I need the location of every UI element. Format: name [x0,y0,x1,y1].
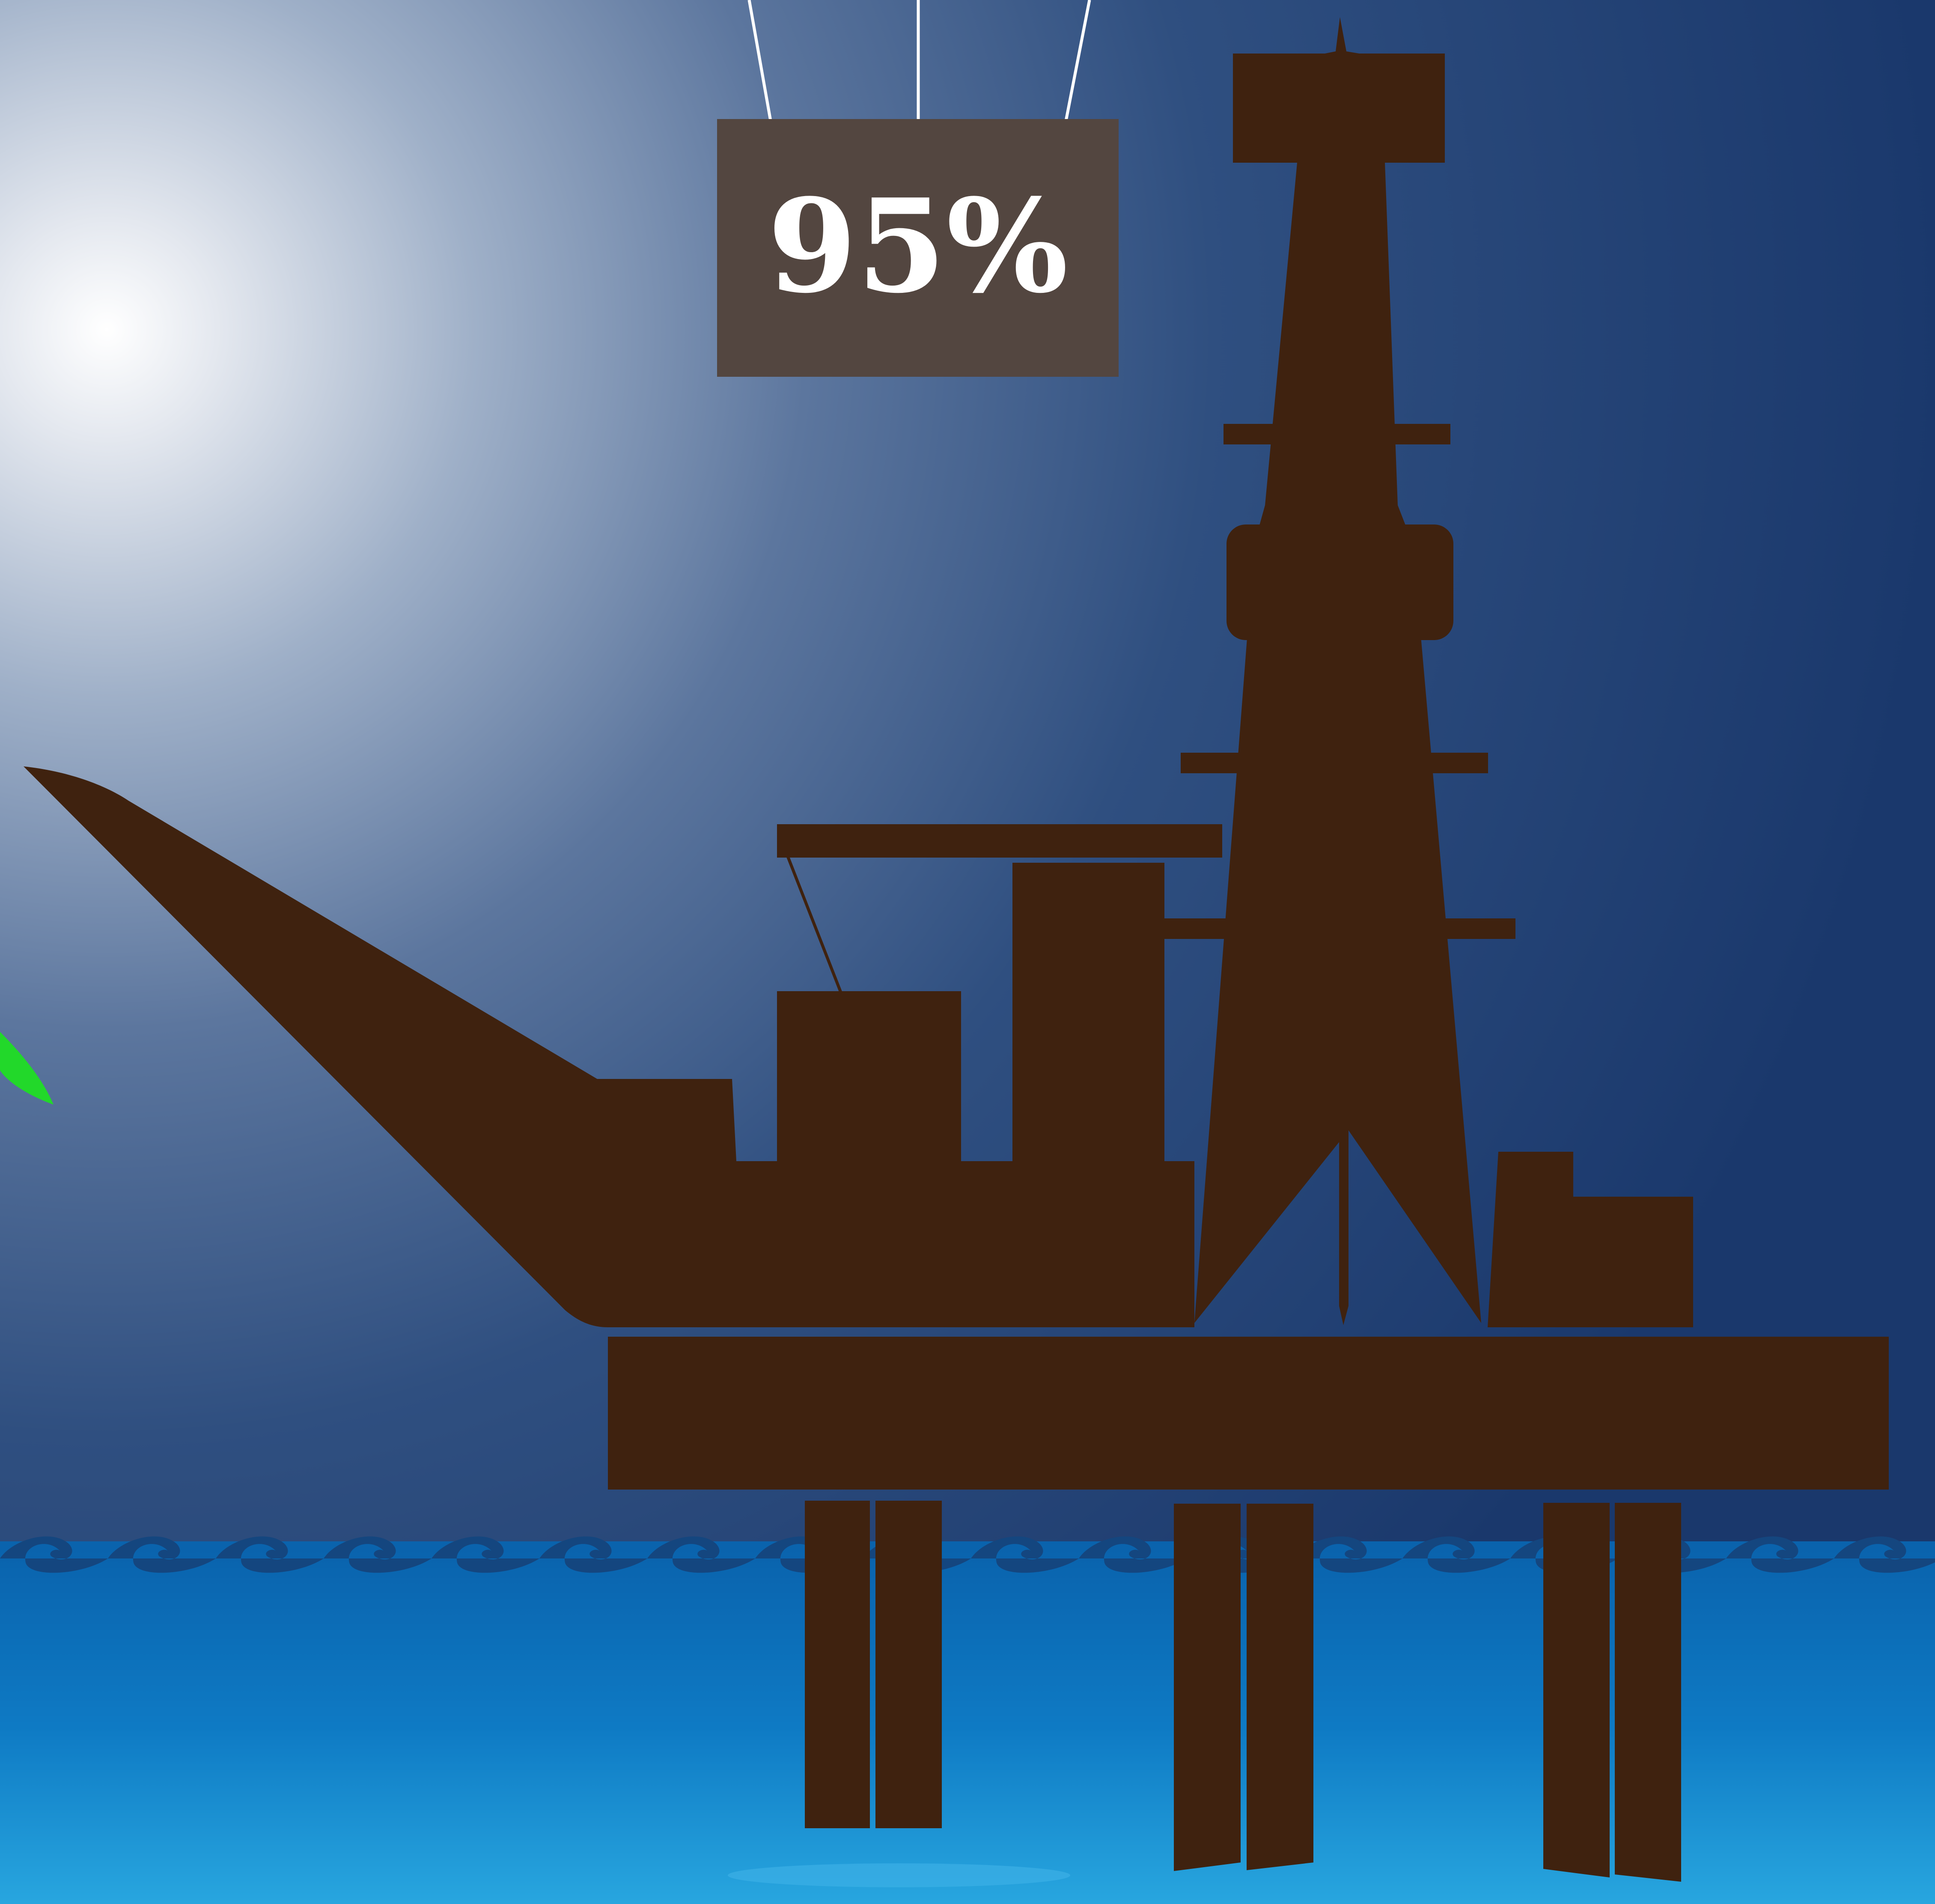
drill-string [1339,1126,1349,1325]
leg-1a [805,1501,870,1828]
tower-crossbar-1 [1224,424,1450,444]
tower-crossbar-2 [1181,753,1488,773]
wave-crest [1402,1536,1510,1573]
leg-2a [1174,1504,1241,1871]
wave-crest [1834,1536,1935,1573]
wave-crest [971,1536,1079,1573]
wave-crest [1079,1536,1187,1573]
rig-bow [24,766,1194,1327]
crane-arm [777,824,1222,858]
oil-rig-icon [24,17,1889,1882]
leg-3b [1615,1503,1681,1882]
wave-crest [1295,1536,1402,1573]
tower-crossbar-3 [1164,918,1515,939]
wave-crest [324,1536,432,1573]
wave-crest [0,1536,108,1573]
wave-crest [539,1536,647,1573]
derrick-housing [1226,524,1453,640]
leg-1b [875,1501,942,1828]
wave-crest [216,1536,324,1573]
leg-2b [1247,1504,1313,1870]
leg-3a [1543,1503,1610,1877]
percent-label: 95% [768,170,1069,322]
wave-crest [108,1536,216,1573]
sign-wires [747,0,1091,121]
percent-sign-board: 95% [717,119,1119,377]
sign-panel [717,119,1119,377]
sea-reflection [728,1863,1070,1887]
tall-block [1012,863,1164,1162]
rig-right-module [1488,1152,1693,1327]
derrick-tower [1194,17,1481,1323]
wave-crest [1726,1536,1834,1573]
mid-block [777,991,961,1171]
derrick-crown [1233,54,1445,163]
crane-cable [786,855,843,994]
wave-crest [432,1536,539,1573]
sea [0,1541,1935,1904]
wave-crest [647,1536,755,1573]
main-deck [608,1337,1889,1490]
leaf-icon [0,1032,54,1105]
